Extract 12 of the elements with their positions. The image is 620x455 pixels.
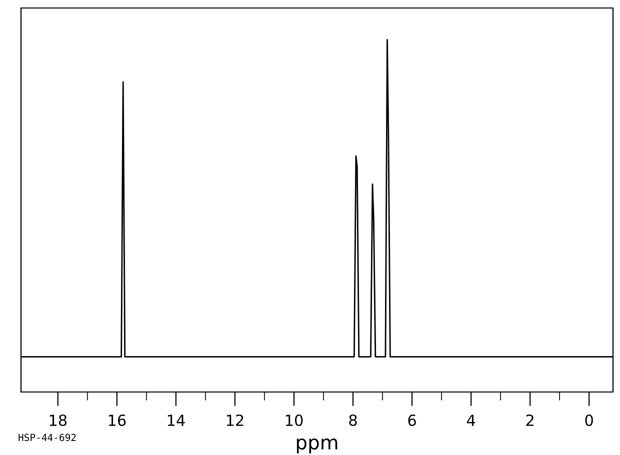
x-tick-label: 0 bbox=[585, 414, 593, 426]
x-tick-label: 2 bbox=[526, 414, 534, 426]
x-tick-label: 18 bbox=[50, 414, 67, 426]
x-tick-label: 16 bbox=[108, 414, 126, 426]
x-axis-title: ppm bbox=[296, 438, 338, 454]
text: HSP-44-692 bbox=[18, 434, 76, 442]
x-tick-label: 12 bbox=[226, 414, 244, 426]
x-tick-label: 14 bbox=[168, 414, 185, 426]
x-tick-label: 10 bbox=[286, 414, 303, 426]
x-tick-label: 4 bbox=[466, 414, 476, 426]
x-tick-label: 6 bbox=[408, 414, 416, 426]
x-tick-label: 8 bbox=[349, 414, 357, 426]
